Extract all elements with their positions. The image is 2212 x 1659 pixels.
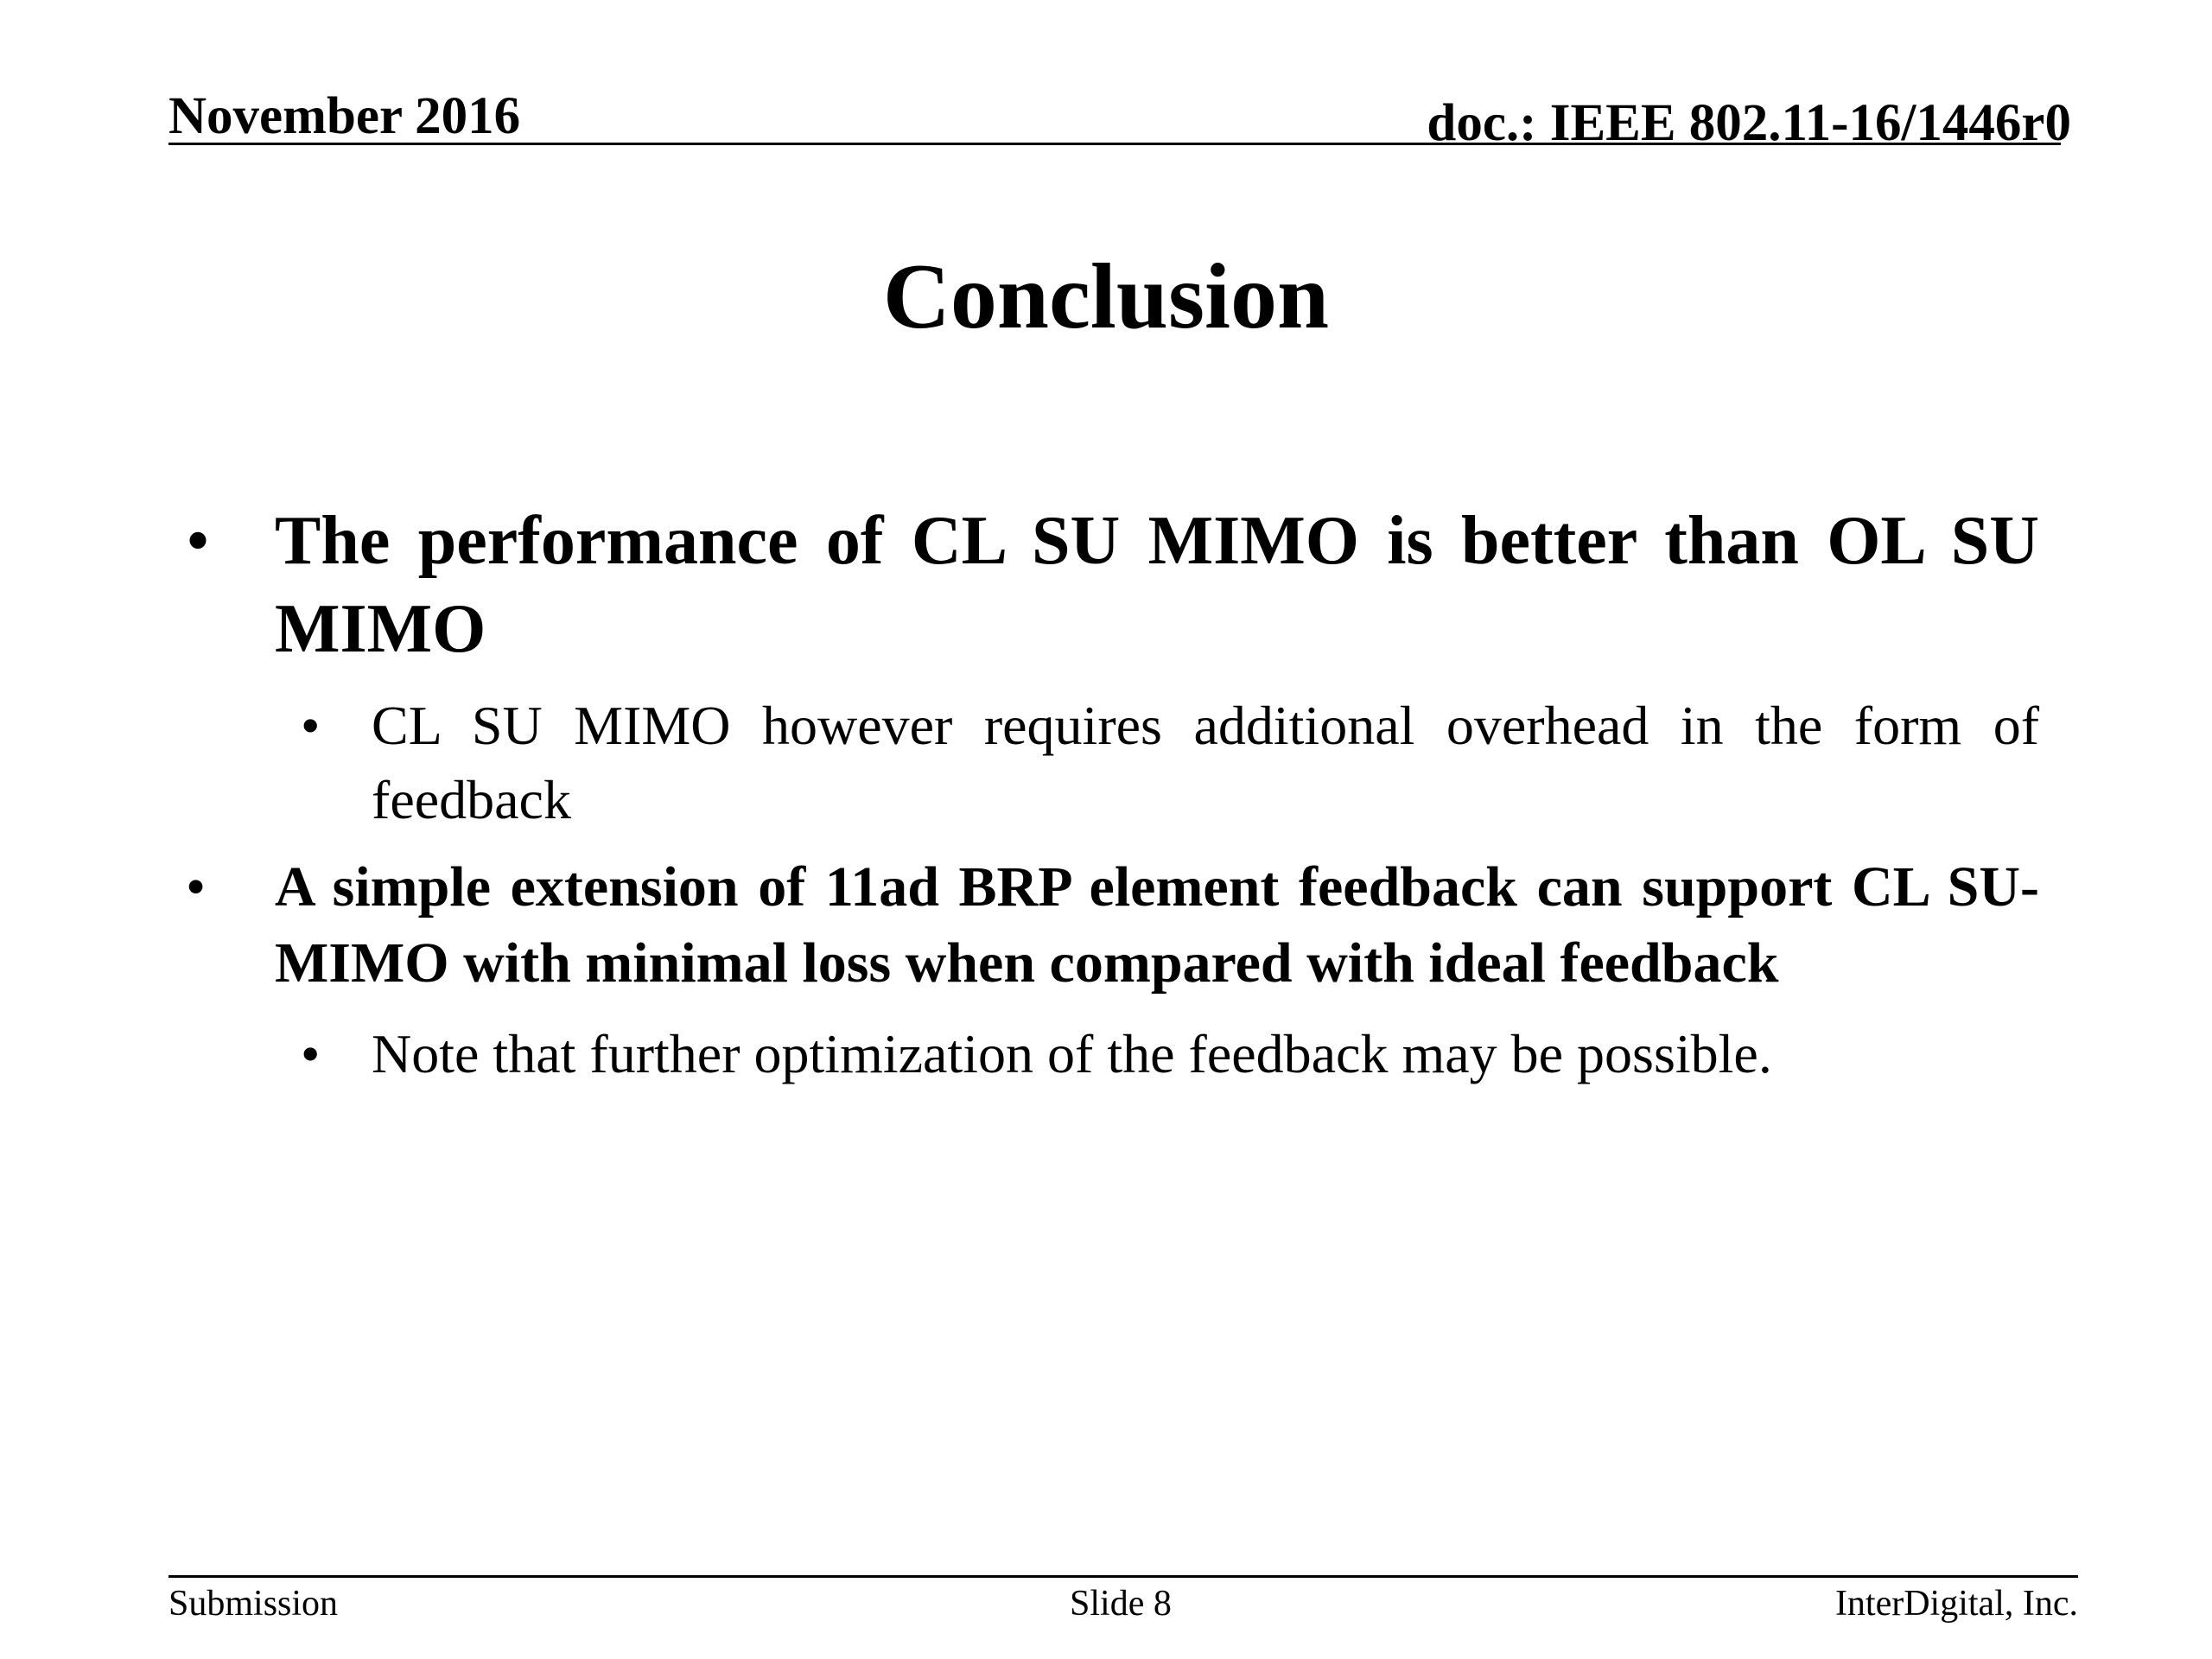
- slide-content: • The performance of CL SU MIMO is bette…: [186, 497, 2039, 1091]
- slide-header-date: November 2016: [168, 87, 521, 145]
- slide-title: Conclusion: [882, 245, 1330, 348]
- sub-bullet-item: • CL SU MIMO however requires additional…: [301, 689, 2039, 837]
- footer-slide-number: Slide 8: [1070, 1584, 1172, 1624]
- bullet-text: A simple extension of 11ad BRP element f…: [275, 855, 2039, 995]
- footer-divider: [168, 1575, 2078, 1578]
- sub-bullet-text: CL SU MIMO however requires additional o…: [372, 695, 2039, 830]
- bullet-glyph: •: [301, 695, 321, 756]
- bullet-item: • The performance of CL SU MIMO is bette…: [186, 497, 2039, 673]
- slide-header-doc-id: doc.: IEEE 802.11-16/1446r0: [1427, 94, 2071, 152]
- header-divider: [168, 143, 2061, 145]
- bullet-glyph: •: [186, 855, 207, 918]
- bullet-glyph: •: [186, 503, 211, 579]
- footer-company: InterDigital, Inc.: [1834, 1584, 2078, 1624]
- sub-bullet-text: Note that further optimization of the fe…: [372, 1023, 1772, 1084]
- bullet-item: • A simple extension of 11ad BRP element…: [186, 849, 2039, 1001]
- footer-submission: Submission: [168, 1584, 339, 1624]
- bullet-text: The performance of CL SU MIMO is better …: [275, 503, 2039, 667]
- bullet-glyph: •: [301, 1023, 321, 1084]
- sub-bullet-item: • Note that further optimization of the …: [301, 1017, 2039, 1091]
